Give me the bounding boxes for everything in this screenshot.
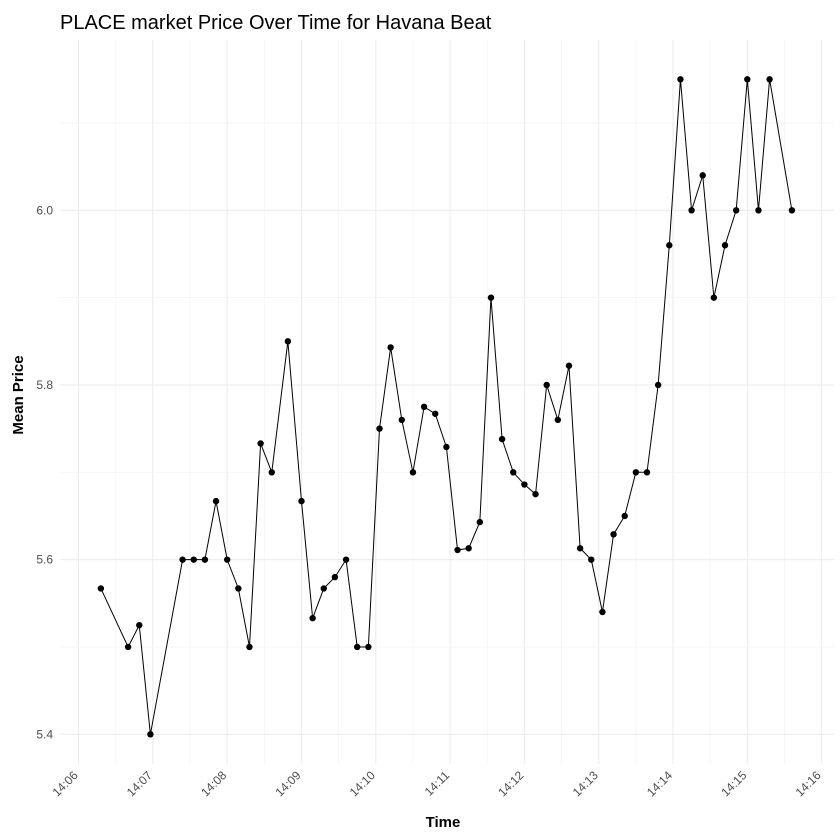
series-line-layer <box>100 79 793 735</box>
data-point <box>136 621 143 629</box>
data-point <box>487 294 495 301</box>
data-point <box>476 518 484 526</box>
x-tick-label: 14:09 <box>272 768 303 799</box>
data-point <box>223 556 231 563</box>
x-tick-label: 14:06 <box>50 768 81 799</box>
data-points-layer <box>97 76 796 738</box>
data-point <box>376 425 383 432</box>
y-axis-label: Mean Price <box>10 355 27 434</box>
data-point <box>298 497 305 505</box>
data-point <box>147 731 154 738</box>
data-point <box>699 172 706 179</box>
y-axis-ticks: 5.4 5.6 5.8 6.0 <box>36 203 53 741</box>
data-point <box>124 643 132 651</box>
data-point <box>320 585 327 592</box>
data-point <box>510 469 517 476</box>
x-tick-label: 14:10 <box>347 768 378 799</box>
data-point <box>398 416 405 424</box>
data-point <box>432 410 439 417</box>
series-line <box>100 79 793 735</box>
data-point <box>610 531 617 538</box>
data-point <box>643 469 651 476</box>
y-tick-label: 5.6 <box>36 553 53 567</box>
data-point <box>354 643 361 651</box>
data-point <box>532 490 539 498</box>
data-point <box>309 614 316 622</box>
data-point <box>521 481 528 488</box>
data-point <box>235 585 242 592</box>
data-point <box>565 362 573 369</box>
data-point <box>498 435 506 443</box>
data-point <box>788 207 796 214</box>
data-point <box>97 585 105 592</box>
y-tick-label: 5.4 <box>36 727 53 741</box>
data-point <box>409 469 417 476</box>
data-point <box>387 344 394 351</box>
x-axis-label: Time <box>426 814 461 831</box>
x-tick-label: 14:08 <box>198 768 229 799</box>
data-point <box>331 573 339 581</box>
data-point <box>246 643 253 651</box>
chart-title: PLACE market Price Over Time for Havana … <box>60 12 492 34</box>
x-tick-label: 14:11 <box>422 768 453 799</box>
data-point <box>732 207 740 214</box>
data-point <box>710 294 718 301</box>
data-point <box>365 643 372 651</box>
data-point <box>342 556 350 563</box>
data-point <box>454 546 461 554</box>
data-point <box>257 440 264 447</box>
y-tick-label: 6.0 <box>36 203 53 217</box>
data-point <box>543 381 550 389</box>
data-point <box>554 416 562 424</box>
x-tick-label: 14:14 <box>644 768 675 799</box>
data-point <box>190 556 197 563</box>
data-point <box>284 338 292 345</box>
data-point <box>420 403 428 410</box>
x-tick-label: 14:15 <box>718 768 749 799</box>
x-tick-label: 14:12 <box>495 768 526 799</box>
data-point <box>677 76 684 83</box>
data-point <box>744 76 751 83</box>
data-point <box>179 556 186 563</box>
x-tick-label: 14:13 <box>570 768 601 799</box>
data-point <box>576 545 584 552</box>
data-point <box>666 242 673 249</box>
data-point <box>443 443 450 451</box>
data-point <box>688 207 695 214</box>
data-point <box>268 469 275 476</box>
x-tick-label: 14:16 <box>793 768 824 799</box>
data-point <box>654 381 662 389</box>
data-point <box>755 207 762 214</box>
data-point <box>465 545 472 552</box>
y-tick-label: 5.8 <box>36 378 53 392</box>
gridlines <box>60 40 834 764</box>
data-point <box>588 556 595 563</box>
data-point <box>766 76 773 83</box>
data-point <box>721 242 729 249</box>
data-point <box>621 512 628 520</box>
data-point <box>599 608 606 616</box>
data-point <box>201 556 209 563</box>
x-axis-ticks: 14:06 14:07 14:08 14:09 14:10 14:11 14:12 14:13… <box>50 768 824 799</box>
x-tick-label: 14:07 <box>124 768 155 799</box>
data-point <box>632 469 640 476</box>
data-point <box>212 497 220 505</box>
